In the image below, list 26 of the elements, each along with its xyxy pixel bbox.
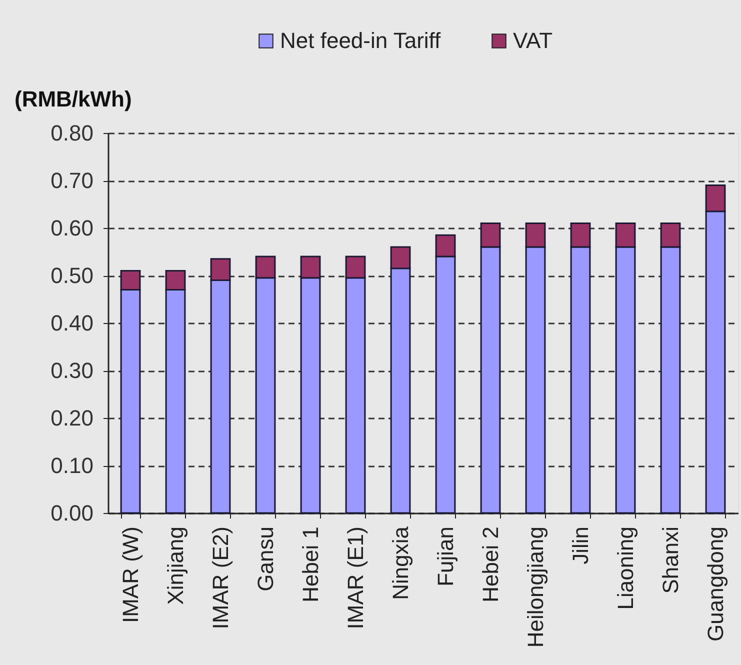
y-axis-title: (RMB/kWh) — [14, 86, 132, 112]
x-tick-label: Ningxia — [388, 526, 413, 600]
y-tick-label: 0.50 — [50, 263, 94, 288]
x-tick-label: IMAR (W) — [118, 526, 143, 624]
x-tick-label: Fujian — [433, 526, 458, 586]
x-tick-label: Hebei 2 — [478, 526, 503, 602]
x-tick-label: Guangdong — [703, 526, 728, 642]
x-tick-label: Shanxi — [658, 526, 683, 594]
legend-label: VAT — [513, 28, 553, 53]
y-tick-label: 0.60 — [50, 216, 94, 240]
legend-label: Net feed-in Tariff — [280, 28, 442, 53]
x-tick-label: Liaoning — [613, 526, 638, 610]
x-tick-label: Xinjiang — [163, 526, 188, 605]
y-tick-label: 0.20 — [50, 406, 94, 430]
y-tick-label: 0.70 — [50, 168, 94, 193]
y-tick-label: 0.00 — [50, 500, 94, 526]
x-tick-label: Heilongjiang — [523, 526, 548, 648]
y-tick-label: 0.80 — [50, 120, 94, 146]
y-tick-label: 0.10 — [50, 453, 94, 478]
x-tick-label: Gansu — [253, 526, 278, 592]
y-tick-label: 0.30 — [50, 358, 94, 383]
x-tick-label: Hebei 1 — [298, 526, 323, 602]
x-tick-label: Jilin — [568, 526, 593, 564]
x-tick-label: IMAR (E2) — [208, 526, 233, 630]
y-tick-label: 0.40 — [50, 310, 94, 336]
x-tick-label: IMAR (E1) — [343, 526, 368, 630]
